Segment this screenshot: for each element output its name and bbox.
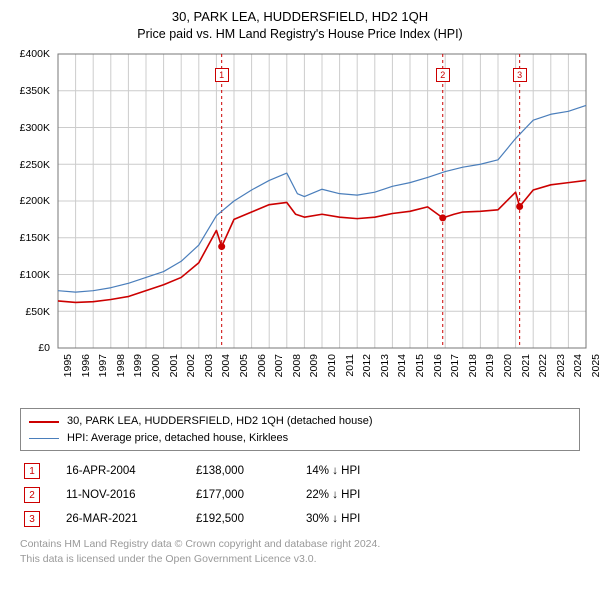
legend-box: 30, PARK LEA, HUDDERSFIELD, HD2 1QH (det…	[20, 408, 580, 451]
sales-table: 1 16-APR-2004 £138,000 14% ↓ HPI 2 11-NOV-201…	[20, 459, 580, 531]
sale-badge: 1	[24, 463, 40, 479]
sale-badge: 3	[24, 511, 40, 527]
y-tick-label: £350K	[20, 85, 50, 97]
legend-row-1: 30, PARK LEA, HUDDERSFIELD, HD2 1QH (det…	[29, 413, 571, 430]
attribution-block: Contains HM Land Registry data © Crown c…	[20, 537, 580, 565]
x-tick-label: 1997	[97, 354, 109, 377]
legend-label-2: HPI: Average price, detached house, Kirk…	[67, 430, 288, 447]
x-tick-label: 2014	[396, 354, 408, 377]
title-subtitle: Price paid vs. HM Land Registry's House …	[137, 26, 462, 43]
x-tick-label: 2020	[502, 354, 514, 377]
legend-row-2: HPI: Average price, detached house, Kirk…	[29, 430, 571, 447]
y-tick-label: £300K	[20, 122, 50, 134]
chart-area: £0 £50K £100K £150K £200K £250K £300K £350K £400…	[10, 48, 590, 400]
x-tick-label: 2000	[150, 354, 162, 377]
sale-price: £192,500	[196, 513, 286, 525]
legend-label-1: 30, PARK LEA, HUDDERSFIELD, HD2 1QH (det…	[67, 413, 372, 430]
attribution-line-1: Contains HM Land Registry data © Crown c…	[20, 537, 580, 551]
chart-container: 30, PARK LEA, HUDDERSFIELD, HD2 1QH Pric…	[0, 0, 600, 590]
x-tick-label: 2021	[520, 354, 532, 377]
y-tick-label: £400K	[20, 48, 50, 60]
x-tick-label: 2010	[326, 354, 338, 377]
x-tick-label: 2019	[484, 354, 496, 377]
x-tick-label: 2015	[414, 354, 426, 377]
sale-diff: 30% ↓ HPI	[306, 513, 416, 525]
x-tick-label: 2011	[344, 354, 356, 377]
sale-price: £177,000	[196, 489, 286, 501]
sale-price: £138,000	[196, 465, 286, 477]
legend-swatch-1	[29, 421, 59, 423]
x-tick-label: 2025	[590, 354, 600, 377]
x-tick-label: 2007	[273, 354, 285, 377]
sale-date: 11-NOV-2016	[66, 489, 176, 501]
x-tick-label: 2012	[361, 354, 373, 377]
x-tick-label: 1998	[115, 354, 127, 377]
y-tick-label: £100K	[20, 269, 50, 281]
x-tick-label: 2013	[379, 354, 391, 377]
sale-badge: 2	[24, 487, 40, 503]
x-tick-label: 2009	[308, 354, 320, 377]
legend-swatch-2	[29, 438, 59, 439]
sale-marker-badge: 2	[436, 68, 450, 82]
y-tick-label: £250K	[20, 159, 50, 171]
title-address: 30, PARK LEA, HUDDERSFIELD, HD2 1QH	[137, 8, 462, 26]
x-tick-label: 2008	[291, 354, 303, 377]
sale-marker-badge: 3	[513, 68, 527, 82]
x-tick-label: 2016	[432, 354, 444, 377]
x-tick-label: 2018	[467, 354, 479, 377]
chart-svg	[10, 48, 590, 400]
x-tick-label: 1995	[62, 354, 74, 377]
sale-row: 3 26-MAR-2021 £192,500 30% ↓ HPI	[20, 507, 580, 531]
y-tick-label: £50K	[25, 306, 50, 318]
x-tick-label: 1996	[80, 354, 92, 377]
x-tick-label: 2022	[537, 354, 549, 377]
sale-row: 1 16-APR-2004 £138,000 14% ↓ HPI	[20, 459, 580, 483]
x-tick-label: 2006	[256, 354, 268, 377]
sale-diff: 14% ↓ HPI	[306, 465, 416, 477]
sale-marker-badge: 1	[215, 68, 229, 82]
title-block: 30, PARK LEA, HUDDERSFIELD, HD2 1QH Pric…	[137, 8, 462, 42]
y-tick-label: £0	[38, 342, 50, 354]
sale-date: 16-APR-2004	[66, 465, 176, 477]
y-tick-label: £150K	[20, 232, 50, 244]
x-tick-label: 2004	[220, 354, 232, 377]
x-tick-label: 2005	[238, 354, 250, 377]
x-tick-label: 2017	[449, 354, 461, 377]
sale-diff: 22% ↓ HPI	[306, 489, 416, 501]
x-tick-label: 1999	[132, 354, 144, 377]
x-tick-label: 2023	[555, 354, 567, 377]
x-tick-label: 2024	[572, 354, 584, 377]
x-tick-label: 2001	[168, 354, 180, 377]
attribution-line-2: This data is licensed under the Open Gov…	[20, 552, 580, 566]
x-tick-label: 2002	[185, 354, 197, 377]
sale-date: 26-MAR-2021	[66, 513, 176, 525]
x-tick-label: 2003	[203, 354, 215, 377]
y-tick-label: £200K	[20, 195, 50, 207]
sale-row: 2 11-NOV-2016 £177,000 22% ↓ HPI	[20, 483, 580, 507]
